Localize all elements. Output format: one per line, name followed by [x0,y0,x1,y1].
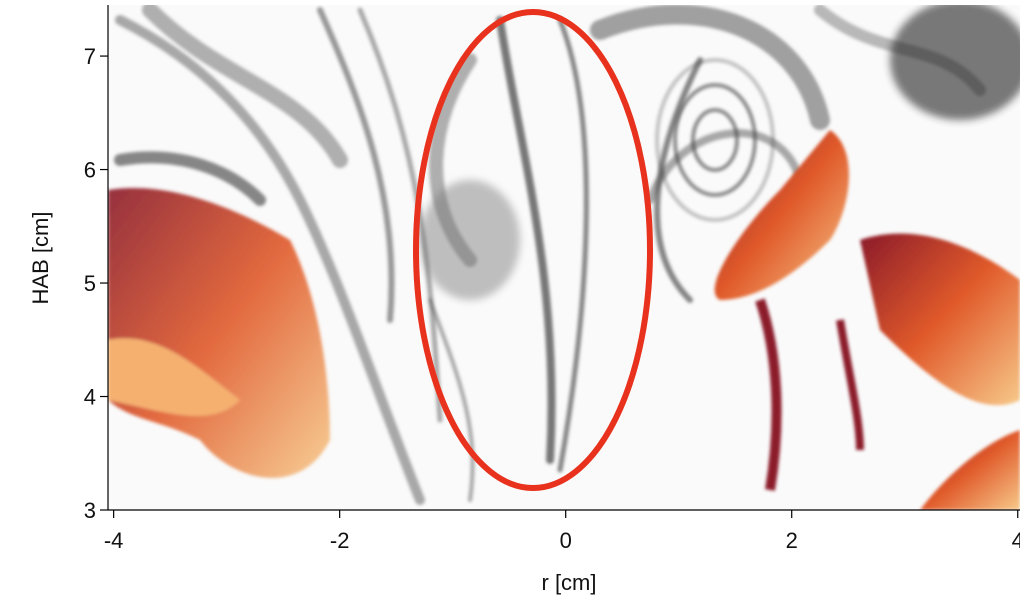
y-axis-label: HAB [cm] [28,212,53,305]
y-tick-label: 3 [84,498,96,523]
gray-patch [420,180,520,300]
x-tick-label: 0 [560,528,572,553]
x-tick-label: 4 [1012,528,1020,553]
page: {"chart_data": {"type": "image", "x_labe… [0,0,1020,607]
y-tick-label: 4 [84,385,96,410]
x-tick-label: -2 [330,528,350,553]
chart: r [cm] HAB [cm] -4 -2 0 2 4 3 4 5 6 7 [0,0,1020,607]
x-tick-label: -4 [104,528,124,553]
plif-image [108,0,1020,510]
x-tick-label: 2 [786,528,798,553]
y-tick-label: 6 [84,158,96,183]
y-tick-label: 7 [84,44,96,69]
x-axis-label: r [cm] [542,570,597,595]
y-tick-label: 5 [84,271,96,296]
